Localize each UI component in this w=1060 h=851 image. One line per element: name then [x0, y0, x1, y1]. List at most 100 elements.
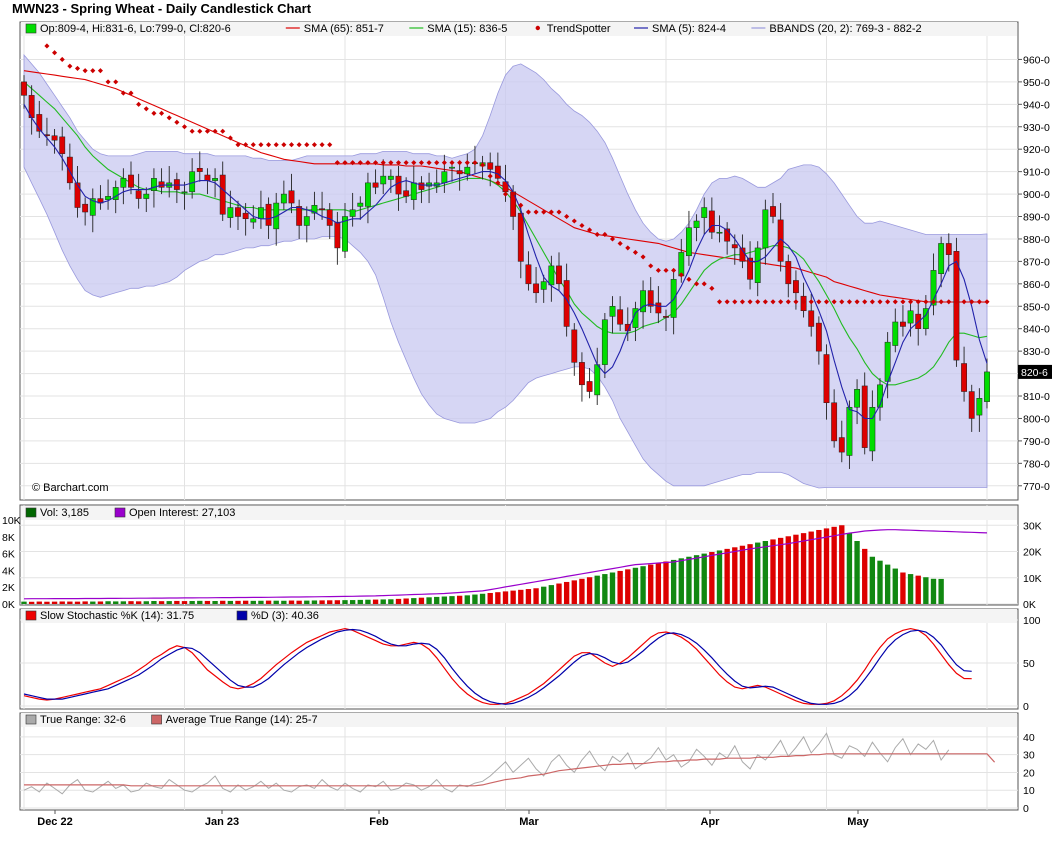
candle-body	[449, 166, 455, 169]
candle-body	[922, 308, 929, 329]
volume-bar	[563, 581, 570, 604]
trendspotter-dot	[403, 160, 409, 166]
trendspotter-dot	[846, 299, 852, 305]
price-y-tick-label: 810-0	[1023, 391, 1050, 403]
trendspotter-dot	[953, 299, 959, 305]
volume-bar	[915, 575, 921, 604]
candle-body	[112, 187, 119, 200]
candle-body	[181, 191, 188, 194]
volume-legend-label: Vol: 3,185	[40, 507, 89, 519]
volume-legend-swatch	[25, 507, 37, 518]
trendspotter-dot	[365, 160, 371, 166]
last-price-tag-label: 820-6	[1021, 367, 1048, 379]
price-y-tick-label: 860-0	[1023, 279, 1050, 291]
trendspotter-dot	[350, 160, 356, 166]
trendspotter-dot	[510, 191, 516, 197]
volume-bar	[90, 601, 96, 604]
trendspotter-dot	[52, 50, 58, 56]
trendspotter-dot	[594, 231, 600, 238]
trendspotter-dot	[892, 299, 898, 305]
candle-body	[441, 171, 448, 184]
candle-body	[494, 165, 501, 179]
volume-bar	[709, 552, 715, 604]
trendspotter-dot	[770, 299, 776, 305]
trendspotter-dot	[411, 160, 417, 166]
volume-bar	[541, 586, 547, 604]
volume-bar	[518, 589, 524, 604]
trendspotter-dot	[602, 231, 608, 238]
trendspotter-dot	[212, 128, 218, 134]
volume-bar	[617, 570, 623, 604]
candle-body	[105, 196, 111, 200]
true-range-frame	[19, 712, 1019, 811]
trendspotter-dot	[556, 209, 562, 215]
true-range-legend-label: Average True Range (14): 25-7	[166, 714, 318, 726]
volume-bar	[632, 567, 639, 604]
candle-body	[334, 221, 341, 249]
candle-body	[280, 193, 287, 204]
candle-body	[731, 244, 738, 249]
volume-bar	[502, 591, 509, 604]
volume-bar	[418, 597, 425, 604]
volume-bar	[693, 555, 700, 604]
price-y-tick-label: 770-0	[1023, 481, 1050, 493]
volume-bar	[97, 601, 104, 604]
candle-body	[380, 175, 387, 185]
candle-body	[754, 247, 761, 283]
volume-bar	[716, 550, 723, 604]
x-axis-label: Feb	[369, 816, 389, 828]
volume-bar	[663, 561, 669, 604]
volume-left-tick-label: 8K	[2, 532, 15, 544]
price-legend-bg	[21, 22, 1017, 36]
trendspotter-dot	[747, 299, 753, 305]
trendspotter-dot	[816, 299, 822, 305]
volume-bar	[441, 596, 448, 604]
volume-bar	[495, 592, 501, 604]
stochastic-legend-label: Slow Stochastic %K (14): 31.75	[40, 610, 194, 622]
volume-bar	[189, 601, 195, 604]
volume-bar	[327, 600, 333, 604]
candle-body	[930, 270, 937, 306]
trendspotter-dot	[694, 281, 700, 287]
candle-body	[151, 178, 157, 191]
volume-bar	[120, 601, 127, 604]
candle-body	[59, 136, 66, 154]
volume-bar	[586, 577, 593, 604]
volume-bar	[533, 588, 539, 604]
candle-body	[464, 166, 471, 175]
candle-body	[128, 174, 134, 188]
volume-left-tick-label: 10K	[2, 515, 21, 527]
trendspotter-dot	[862, 299, 868, 305]
trendspotter-dot	[44, 43, 50, 49]
candle-body	[854, 389, 860, 408]
candle-body	[777, 219, 784, 262]
volume-bar	[571, 580, 577, 604]
volume-bar	[739, 545, 746, 604]
stochastic-legend-swatch	[236, 610, 248, 621]
volume-bar	[602, 574, 608, 604]
volume-bar	[594, 575, 600, 604]
trendspotter-dot	[617, 240, 623, 246]
trendspotter-dot	[716, 299, 723, 305]
candle-body	[968, 391, 975, 419]
price-y-tick-label: 850-0	[1023, 301, 1050, 313]
volume-bar	[900, 572, 906, 604]
price-y-tick-label: 950-0	[1023, 77, 1050, 89]
candle-body	[242, 212, 249, 220]
volume-bar	[311, 600, 318, 604]
volume-bar	[487, 592, 493, 604]
volume-bar	[884, 564, 891, 604]
true-range-tick-label: 40	[1023, 732, 1035, 744]
stochastic-tick-label: 0	[1023, 701, 1029, 713]
volume-bar	[212, 601, 218, 604]
true-range-tick-label: 30	[1023, 750, 1035, 762]
true-range-tick-label: 20	[1023, 767, 1035, 779]
volume-bar	[510, 590, 516, 604]
trendspotter-dot	[739, 299, 745, 305]
candle-body	[976, 398, 983, 416]
trendspotter-dot	[250, 142, 256, 148]
volume-bar	[770, 539, 776, 604]
candle-body	[701, 207, 708, 218]
candle-body	[663, 316, 669, 318]
trendspotter-dot	[823, 299, 830, 305]
